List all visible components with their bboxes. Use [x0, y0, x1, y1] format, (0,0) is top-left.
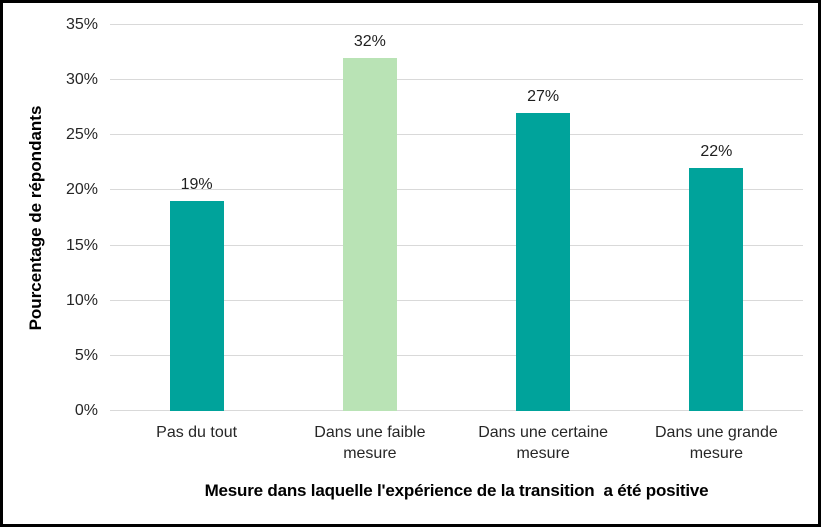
y-tick-label: 35%: [65, 16, 98, 33]
y-tick-label: 10%: [65, 291, 98, 309]
gridline-15: [110, 244, 803, 246]
plot-area: 19% 32% 27% 22%: [110, 24, 803, 411]
category-label: Dans une certaine mesure: [478, 424, 609, 462]
bar-value-label: 32%: [353, 33, 386, 51]
bar: [169, 201, 224, 411]
y-tick-label: 20%: [65, 181, 98, 199]
x-axis-category-labels: Pas du tout Dans une faible mesure Dans un…: [110, 423, 803, 471]
x-axis-title: Mesure dans laquelle l'expérience de la …: [204, 481, 709, 500]
category-label: Dans une faible mesure: [314, 424, 426, 462]
bar-slot: 22%: [630, 25, 803, 411]
bar-slot: 27%: [457, 25, 630, 411]
bar-value-label: 22%: [700, 143, 733, 161]
gridline-25: [110, 134, 803, 136]
category-label: Dans une grande mesure: [654, 424, 778, 462]
bar-slot: 19%: [110, 25, 283, 411]
gridline-20: [110, 189, 803, 191]
bar: [342, 58, 397, 411]
gridline-10: [110, 299, 803, 301]
bar-value-label: 19%: [180, 176, 213, 194]
bar-slot: 32%: [283, 25, 456, 411]
y-tick-label: 15%: [65, 236, 98, 254]
bar-value-label: 27%: [527, 88, 560, 106]
bar: [689, 168, 744, 411]
y-tick-label: 0%: [74, 402, 98, 419]
y-tick-label: 30%: [65, 71, 98, 89]
gridline-5: [110, 354, 803, 356]
y-tick-label: 25%: [65, 126, 98, 144]
bar: [516, 113, 571, 411]
gridline-0: [110, 410, 803, 411]
gridline-30: [110, 79, 803, 81]
gridline-35: [110, 24, 803, 25]
category-label: Pas du tout: [156, 424, 238, 441]
y-tick-label: 5%: [74, 346, 98, 364]
